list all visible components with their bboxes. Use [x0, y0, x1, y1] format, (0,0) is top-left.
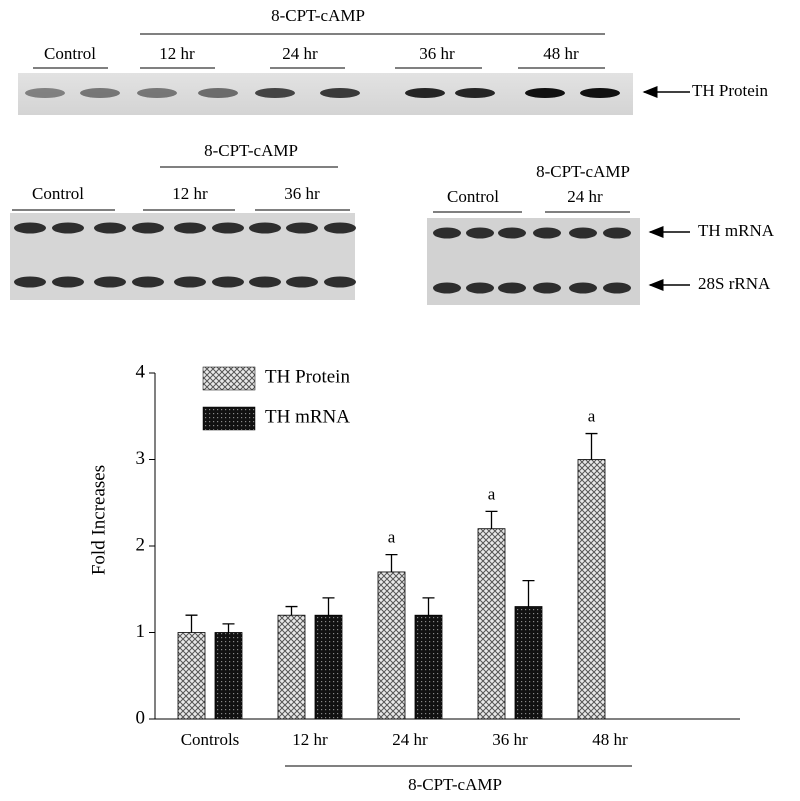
x-tick-label: 12 hr [292, 730, 328, 749]
lane-label: Control [447, 187, 499, 206]
blot-band [533, 227, 561, 239]
blot-band [525, 88, 565, 98]
blot-band [198, 88, 238, 98]
blot-band [14, 276, 46, 288]
y-tick-label: 0 [136, 707, 146, 728]
lane-label: 36 hr [419, 44, 455, 63]
blot-band [94, 222, 126, 234]
lane-label: 24 hr [567, 187, 603, 206]
y-tick-label: 1 [136, 621, 146, 642]
blot-band [498, 282, 526, 294]
y-tick-label: 3 [136, 448, 146, 469]
blot-band [533, 282, 561, 294]
bar [477, 528, 506, 720]
blot-band [132, 222, 164, 234]
x-tick-label: Controls [181, 730, 240, 749]
blot-band [498, 227, 526, 239]
error-bar [522, 579, 535, 607]
error-bar [285, 605, 298, 616]
x-tick-label: 36 hr [492, 730, 528, 749]
bar [277, 614, 306, 720]
blot-band [466, 282, 494, 294]
legend-swatch [202, 406, 256, 431]
x-group-label: 8-CPT-cAMP [408, 775, 502, 794]
error-bar [422, 597, 435, 616]
blot-band [286, 276, 318, 288]
lane-label: 12 hr [159, 44, 195, 63]
bar [577, 459, 606, 720]
blot-band [433, 227, 461, 239]
blot-header: 8-CPT-cAMP [271, 6, 365, 25]
mrna-blot-time: 8-CPT-cAMP [10, 141, 355, 300]
blot-band [603, 282, 631, 294]
blot-band [405, 88, 445, 98]
lane-label: Control [44, 44, 96, 63]
blot-band [94, 276, 126, 288]
protein-blot: 8-CPT-cAMP TH Protein [18, 6, 769, 115]
error-bar [485, 510, 498, 529]
blot-band [174, 222, 206, 234]
blot-band [52, 276, 84, 288]
blot-band [14, 222, 46, 234]
blot-band [132, 276, 164, 288]
lane-label: Control [32, 184, 84, 203]
blot-band [137, 88, 177, 98]
bar [377, 571, 406, 720]
error-bar [585, 432, 598, 460]
error-bar [222, 623, 235, 633]
blot-band [603, 227, 631, 239]
blot-band [52, 222, 84, 234]
blot-header: 8-CPT-cAMP [536, 162, 630, 181]
significance-label: a [588, 406, 596, 425]
legend-swatch [202, 366, 256, 391]
band-label: 28S rRNA [698, 274, 771, 293]
lane-label: 36 hr [284, 184, 320, 203]
blot-band [324, 276, 356, 288]
blot-band [249, 276, 281, 288]
y-tick-label: 2 [136, 534, 146, 555]
blot-band [25, 88, 65, 98]
blot-band [569, 227, 597, 239]
significance-label: a [388, 528, 396, 547]
blot-header: 8-CPT-cAMP [204, 141, 298, 160]
bar [514, 606, 543, 720]
band-label: TH Protein [692, 81, 769, 100]
bar [314, 614, 343, 720]
blot-band [174, 276, 206, 288]
error-bar [185, 614, 198, 633]
blot-band [455, 88, 495, 98]
blot-band [212, 276, 244, 288]
blot-band [466, 227, 494, 239]
x-tick-label: 24 hr [392, 730, 428, 749]
error-bar [385, 554, 398, 572]
band-label: TH mRNA [698, 221, 775, 240]
x-tick-label: 48 hr [592, 730, 628, 749]
lane-label: 24 hr [282, 44, 318, 63]
legend-label: TH Protein [265, 366, 350, 387]
legend-label: TH mRNA [265, 406, 350, 427]
bar [177, 632, 206, 720]
blot-band [212, 222, 244, 234]
lane-label: 48 hr [543, 44, 579, 63]
significance-label: a [488, 484, 496, 503]
blot-band [569, 282, 597, 294]
blot-band [255, 88, 295, 98]
bar [214, 632, 243, 720]
blot-band [433, 282, 461, 294]
blot-band [580, 88, 620, 98]
blot-band [249, 222, 281, 234]
blot-band [324, 222, 356, 234]
y-axis-label: Fold Increases [88, 465, 109, 575]
blot-band [80, 88, 120, 98]
error-bar [322, 597, 335, 616]
blot-band [320, 88, 360, 98]
blot-band [286, 222, 318, 234]
lane-label: 12 hr [172, 184, 208, 203]
bar [414, 614, 443, 720]
y-tick-label: 4 [136, 361, 146, 382]
